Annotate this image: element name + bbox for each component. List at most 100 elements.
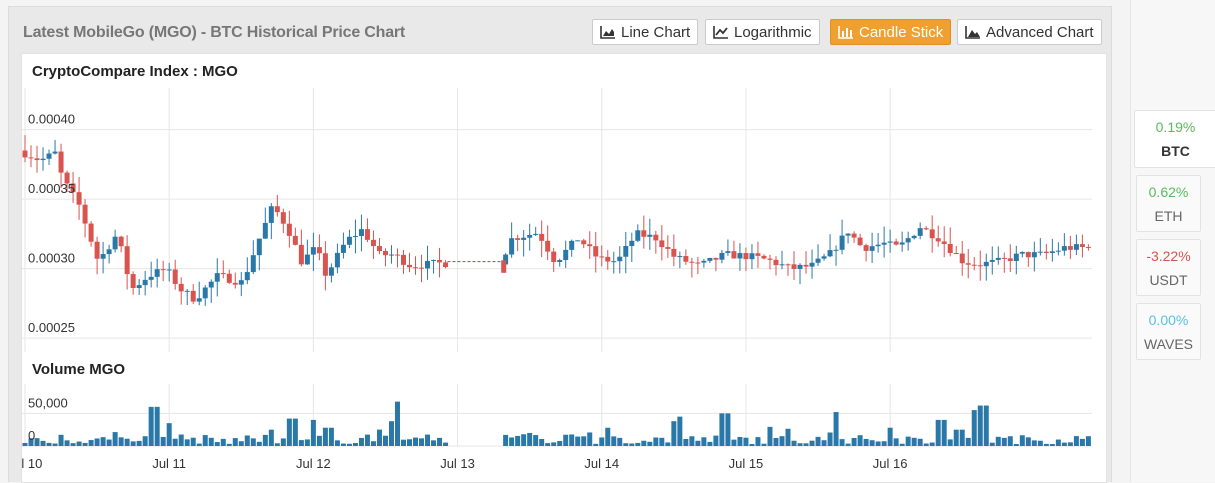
candle[interactable]: [605, 250, 611, 270]
candle[interactable]: [172, 259, 178, 290]
sidebar-item-eth[interactable]: 0.62% ETH: [1136, 175, 1201, 232]
candle[interactable]: [947, 227, 953, 257]
candle[interactable]: [845, 233, 851, 244]
candle[interactable]: [575, 240, 581, 242]
candle[interactable]: [124, 235, 130, 290]
candle[interactable]: [268, 203, 274, 240]
candle[interactable]: [827, 234, 833, 258]
candle[interactable]: [875, 233, 881, 253]
candle[interactable]: [100, 241, 106, 274]
candle[interactable]: [340, 232, 346, 259]
candle[interactable]: [1055, 242, 1061, 256]
candle[interactable]: [737, 243, 743, 271]
candle[interactable]: [755, 241, 761, 269]
candle[interactable]: [857, 233, 863, 247]
candle[interactable]: [238, 272, 244, 297]
chart-svg[interactable]: CryptoCompare Index : MGO Volume MGO 0.0…: [22, 54, 1106, 482]
candle[interactable]: [1085, 244, 1091, 251]
candle[interactable]: [611, 251, 617, 274]
candle[interactable]: [899, 231, 905, 252]
candle[interactable]: [881, 226, 887, 258]
candle[interactable]: [983, 253, 989, 281]
candle[interactable]: [551, 248, 557, 273]
candle[interactable]: [803, 251, 809, 274]
candle[interactable]: [815, 244, 821, 266]
candle[interactable]: [136, 279, 142, 296]
candle[interactable]: [965, 248, 971, 279]
candle[interactable]: [809, 249, 815, 279]
candle[interactable]: [995, 246, 1001, 265]
candle[interactable]: [839, 219, 845, 255]
candle[interactable]: [935, 225, 941, 247]
candle[interactable]: [1049, 238, 1055, 262]
candle[interactable]: [76, 176, 82, 220]
candle[interactable]: [376, 238, 382, 255]
candle[interactable]: [581, 238, 587, 249]
candle[interactable]: [533, 226, 539, 236]
candle[interactable]: [905, 231, 911, 251]
candle[interactable]: [400, 249, 406, 274]
candle[interactable]: [653, 230, 659, 254]
candle[interactable]: [833, 245, 839, 266]
candle[interactable]: [407, 252, 413, 273]
candle[interactable]: [725, 239, 731, 256]
candle[interactable]: [64, 170, 70, 193]
sidebar-item-usdt[interactable]: -3.22% USDT: [1136, 239, 1201, 296]
candle[interactable]: [298, 229, 304, 267]
candle[interactable]: [94, 236, 100, 275]
candle[interactable]: [785, 263, 791, 276]
candle[interactable]: [869, 232, 875, 264]
candle[interactable]: [923, 226, 929, 231]
candle[interactable]: [70, 171, 76, 203]
candle[interactable]: [142, 271, 148, 296]
candle[interactable]: [154, 258, 160, 288]
candle[interactable]: [28, 145, 34, 168]
candle[interactable]: [40, 147, 46, 171]
candle[interactable]: [647, 218, 653, 250]
candle[interactable]: [82, 199, 88, 238]
candle[interactable]: [106, 244, 112, 264]
candle[interactable]: [437, 247, 443, 278]
candle[interactable]: [370, 230, 376, 259]
candle[interactable]: [52, 139, 58, 155]
candle[interactable]: [244, 257, 250, 285]
candle[interactable]: [501, 260, 507, 273]
candle[interactable]: [130, 271, 136, 295]
candle[interactable]: [316, 234, 322, 261]
candle[interactable]: [394, 248, 400, 268]
candle[interactable]: [707, 257, 713, 264]
candle[interactable]: [977, 250, 983, 281]
candle[interactable]: [419, 254, 425, 283]
candle[interactable]: [358, 214, 364, 252]
candle[interactable]: [166, 262, 172, 282]
candle[interactable]: [713, 257, 719, 272]
candle[interactable]: [659, 225, 665, 261]
candle[interactable]: [863, 243, 869, 262]
candle[interactable]: [46, 149, 52, 165]
candle[interactable]: [1031, 241, 1037, 272]
candle[interactable]: [208, 279, 214, 303]
candle[interactable]: [587, 231, 593, 259]
candle[interactable]: [671, 234, 677, 267]
candle[interactable]: [88, 221, 94, 247]
candle[interactable]: [178, 277, 184, 305]
candle[interactable]: [521, 230, 527, 257]
candle[interactable]: [328, 263, 334, 283]
line-chart-button[interactable]: Line Chart: [592, 19, 699, 45]
candle[interactable]: [232, 272, 238, 289]
candle[interactable]: [989, 246, 995, 275]
candle[interactable]: [569, 239, 575, 257]
candle[interactable]: [545, 225, 551, 261]
candle[interactable]: [202, 285, 208, 306]
candle[interactable]: [665, 235, 671, 258]
candle[interactable]: [911, 234, 917, 240]
candle[interactable]: [617, 246, 623, 274]
candle[interactable]: [322, 241, 328, 291]
candle[interactable]: [749, 244, 755, 269]
candle[interactable]: [515, 234, 521, 252]
candle[interactable]: [184, 289, 190, 306]
candle[interactable]: [286, 210, 292, 248]
candle[interactable]: [893, 238, 899, 246]
candle[interactable]: [1067, 235, 1073, 260]
candle[interactable]: [683, 249, 689, 265]
